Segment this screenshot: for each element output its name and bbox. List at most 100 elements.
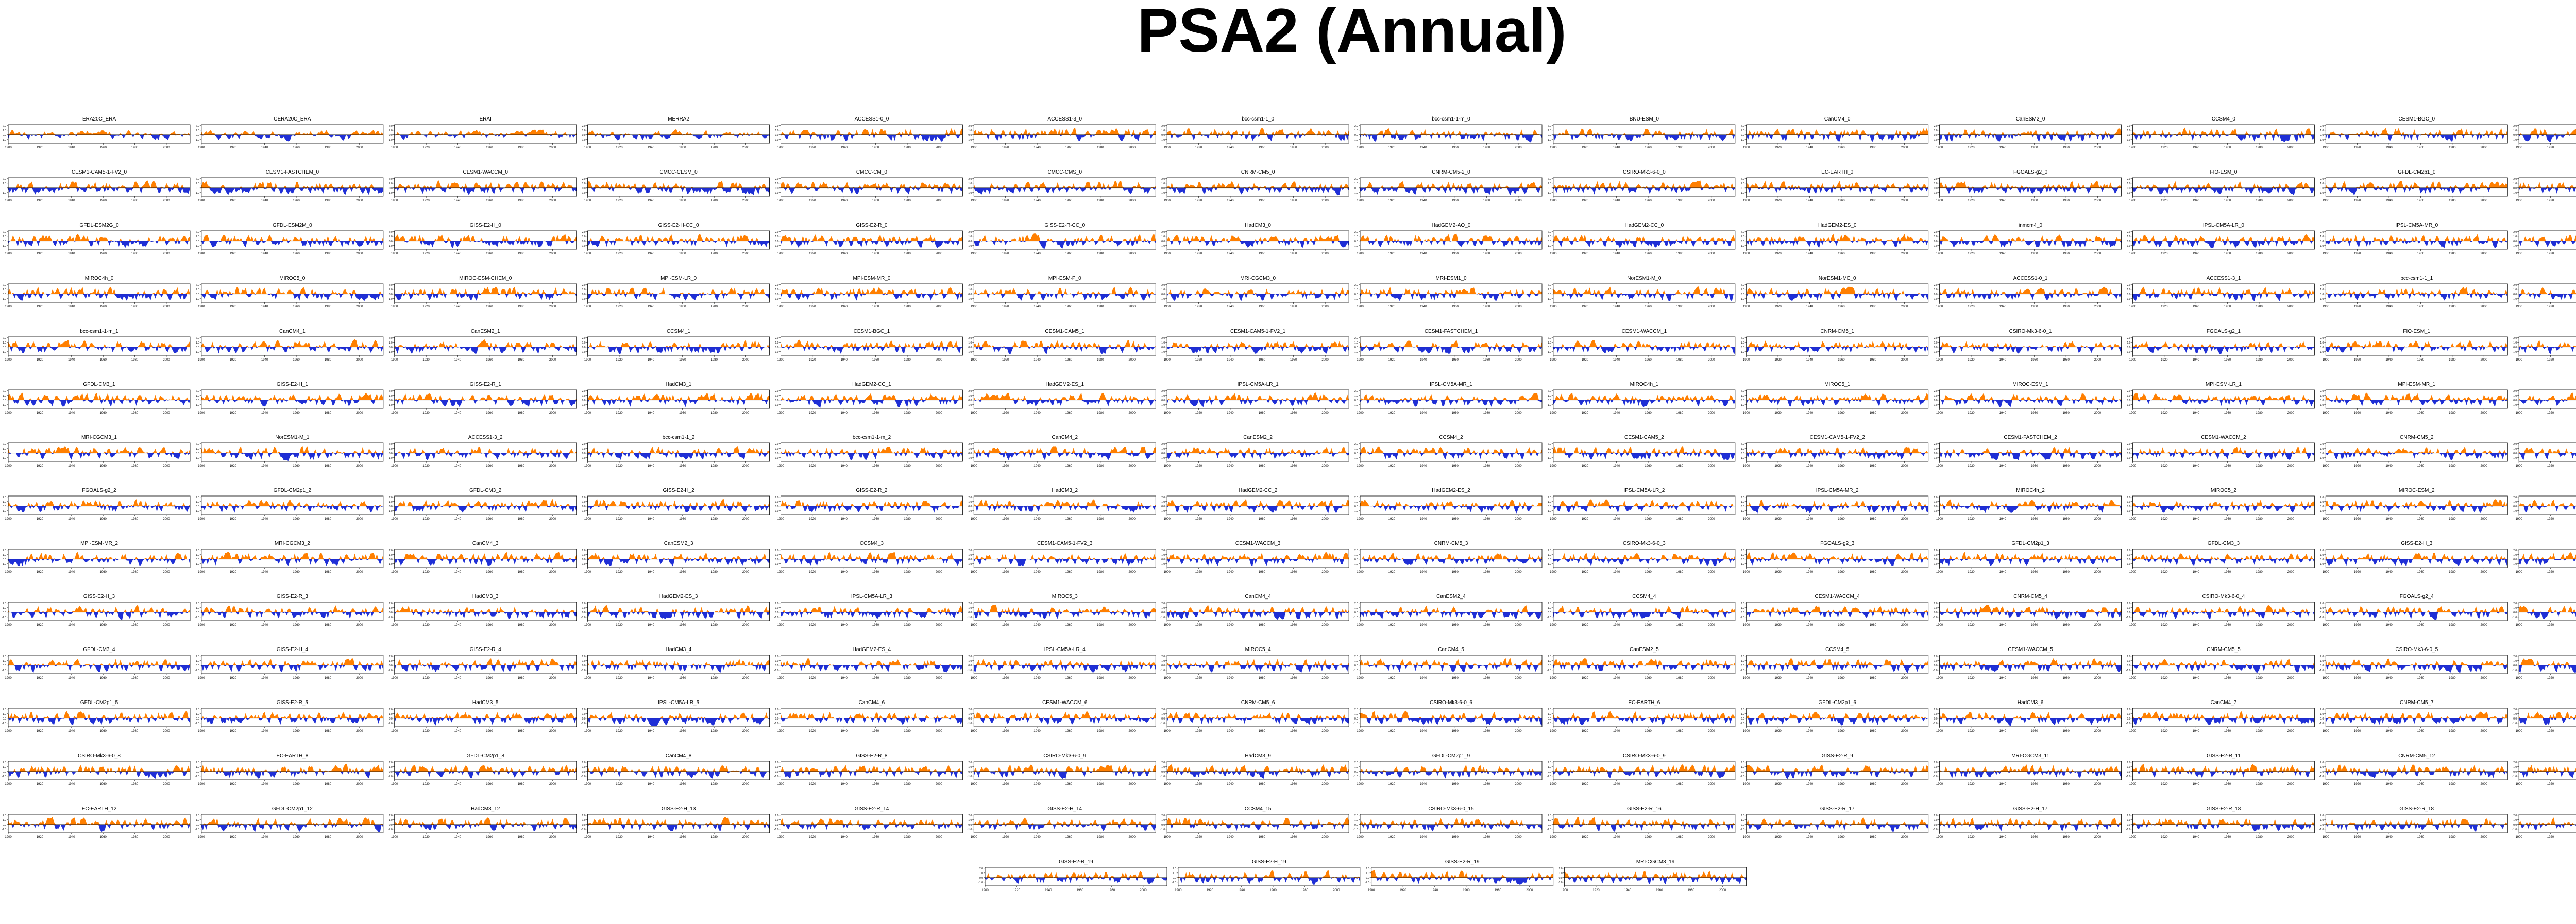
y-tick-label: 1.0	[1161, 448, 1165, 451]
y-tick-label: 0.0	[2513, 771, 2517, 774]
negative-anomaly-area	[201, 241, 383, 248]
y-tick-label: 2.0	[1354, 655, 1358, 658]
y-tick-label: 1.0	[3, 448, 6, 451]
positive-anomaly-area	[394, 447, 577, 453]
y-tick-label: -1.0	[774, 139, 779, 142]
y-tick-label: 2.0	[196, 655, 199, 658]
x-tick-label: 1940	[261, 146, 268, 149]
y-tick-label: 0.0	[3, 399, 6, 402]
y-tick-label: -1.0	[1933, 669, 1938, 672]
x-tick-label: 1940	[1227, 252, 1234, 255]
x-tick-label: 1980	[131, 836, 139, 839]
y-tick-label: 1.0	[389, 288, 393, 292]
x-tick-label: 1980	[325, 305, 332, 309]
plot-frame	[394, 177, 577, 197]
x-tick-label: 1980	[1870, 358, 1877, 362]
panel-title: GISS-E2-R_2	[856, 488, 888, 493]
y-tick-label: 1.0	[1741, 660, 1744, 663]
x-tick-label: 1980	[1676, 783, 1684, 786]
plot-frame	[2132, 761, 2315, 780]
negative-anomaly-area	[2132, 187, 2315, 196]
panel-title: CanCM4_5	[1438, 647, 1464, 653]
x-tick-label: 2000	[1901, 358, 1908, 362]
y-tick-label: -1.0	[2, 192, 6, 195]
y-tick-label: 2.0	[1161, 443, 1165, 446]
y-tick-label: 1.0	[2513, 129, 2517, 132]
x-tick-label: 1940	[68, 358, 75, 362]
y-tick-label: 0.0	[1934, 346, 1938, 349]
y-tick-label: 2.0	[968, 443, 972, 446]
x-tick-label: 1980	[325, 677, 332, 680]
x-tick-label: 1960	[1065, 252, 1073, 255]
panel-title: CCSM4_0	[2212, 116, 2236, 122]
x-tick-label: 1900	[1550, 199, 1557, 202]
negative-anomaly-area	[201, 718, 383, 725]
x-tick-label: 1980	[2256, 518, 2263, 521]
y-tick-label: 2.0	[968, 125, 972, 128]
plot-frame	[8, 336, 191, 356]
x-tick-label: 1940	[454, 518, 462, 521]
x-tick-label: 1900	[1357, 624, 1364, 627]
x-tick-label: 1900	[1357, 358, 1364, 362]
positive-anomaly-area	[781, 605, 963, 612]
plot-frame	[1746, 230, 1929, 250]
y-tick-label: 1.0	[968, 766, 972, 769]
x-tick-label: 1980	[2256, 465, 2263, 468]
plot-frame	[1166, 442, 1349, 462]
x-tick-label: 1940	[1420, 199, 1427, 202]
x-tick-label: 1940	[454, 252, 462, 255]
x-tick-label: 1940	[1999, 199, 2007, 202]
panel-title: MIROC5_1	[1824, 382, 1850, 387]
x-tick-label: 1940	[841, 677, 848, 680]
plot-frame	[201, 602, 384, 621]
x-tick-label: 1940	[648, 836, 655, 839]
positive-anomaly-area	[1167, 287, 1349, 294]
panel-title: EC-EARTH_8	[276, 753, 308, 759]
y-tick-label: 0.0	[3, 771, 6, 774]
x-tick-label: 1940	[1613, 783, 1620, 786]
plot-frame	[2518, 389, 2576, 409]
y-tick-label: -1.0	[2, 669, 6, 672]
x-tick-label: 1960	[2224, 677, 2231, 680]
y-tick-label: 2.0	[2320, 549, 2324, 552]
x-tick-label: 1980	[1870, 624, 1877, 627]
x-tick-label: 1940	[68, 465, 75, 468]
positive-anomaly-area	[2519, 181, 2576, 188]
x-tick-label: 2000	[1321, 783, 1329, 786]
positive-anomaly-area	[781, 234, 963, 241]
x-tick-label: 1960	[2417, 199, 2425, 202]
y-tick-label: 2.0	[389, 284, 393, 287]
y-tick-label: 1.0	[582, 554, 586, 557]
y-tick-label: -1.0	[968, 245, 972, 248]
y-tick-label: -1.0	[388, 298, 393, 301]
y-tick-label: 2.0	[196, 708, 199, 711]
positive-anomaly-area	[1167, 552, 1349, 559]
y-tick-label: 2.0	[1934, 178, 1938, 181]
x-tick-label: 2000	[1708, 305, 1715, 309]
y-tick-label: -1.0	[2, 351, 6, 354]
y-tick-label: 2.0	[389, 125, 393, 128]
x-tick-label: 1940	[1613, 305, 1620, 309]
y-tick-label: 2.0	[1548, 761, 1551, 764]
y-tick-label: -1.0	[195, 722, 199, 725]
plot-frame	[1360, 230, 1543, 250]
y-tick-label: 1.0	[775, 713, 778, 716]
x-tick-label: 1900	[2129, 412, 2137, 415]
negative-anomaly-area	[781, 506, 963, 513]
y-tick-label: 2.0	[1354, 602, 1358, 605]
x-tick-label: 2000	[2287, 199, 2295, 202]
y-tick-label: 2.0	[775, 708, 778, 711]
panel-title: GISS-E2-R_5	[277, 700, 309, 706]
x-tick-label: 1960	[99, 146, 107, 149]
positive-anomaly-area	[394, 764, 577, 772]
y-tick-label: -1.0	[774, 775, 779, 778]
positive-anomaly-area	[1167, 447, 1349, 453]
x-tick-label: 1960	[1259, 252, 1266, 255]
x-tick-label: 1940	[261, 624, 268, 627]
